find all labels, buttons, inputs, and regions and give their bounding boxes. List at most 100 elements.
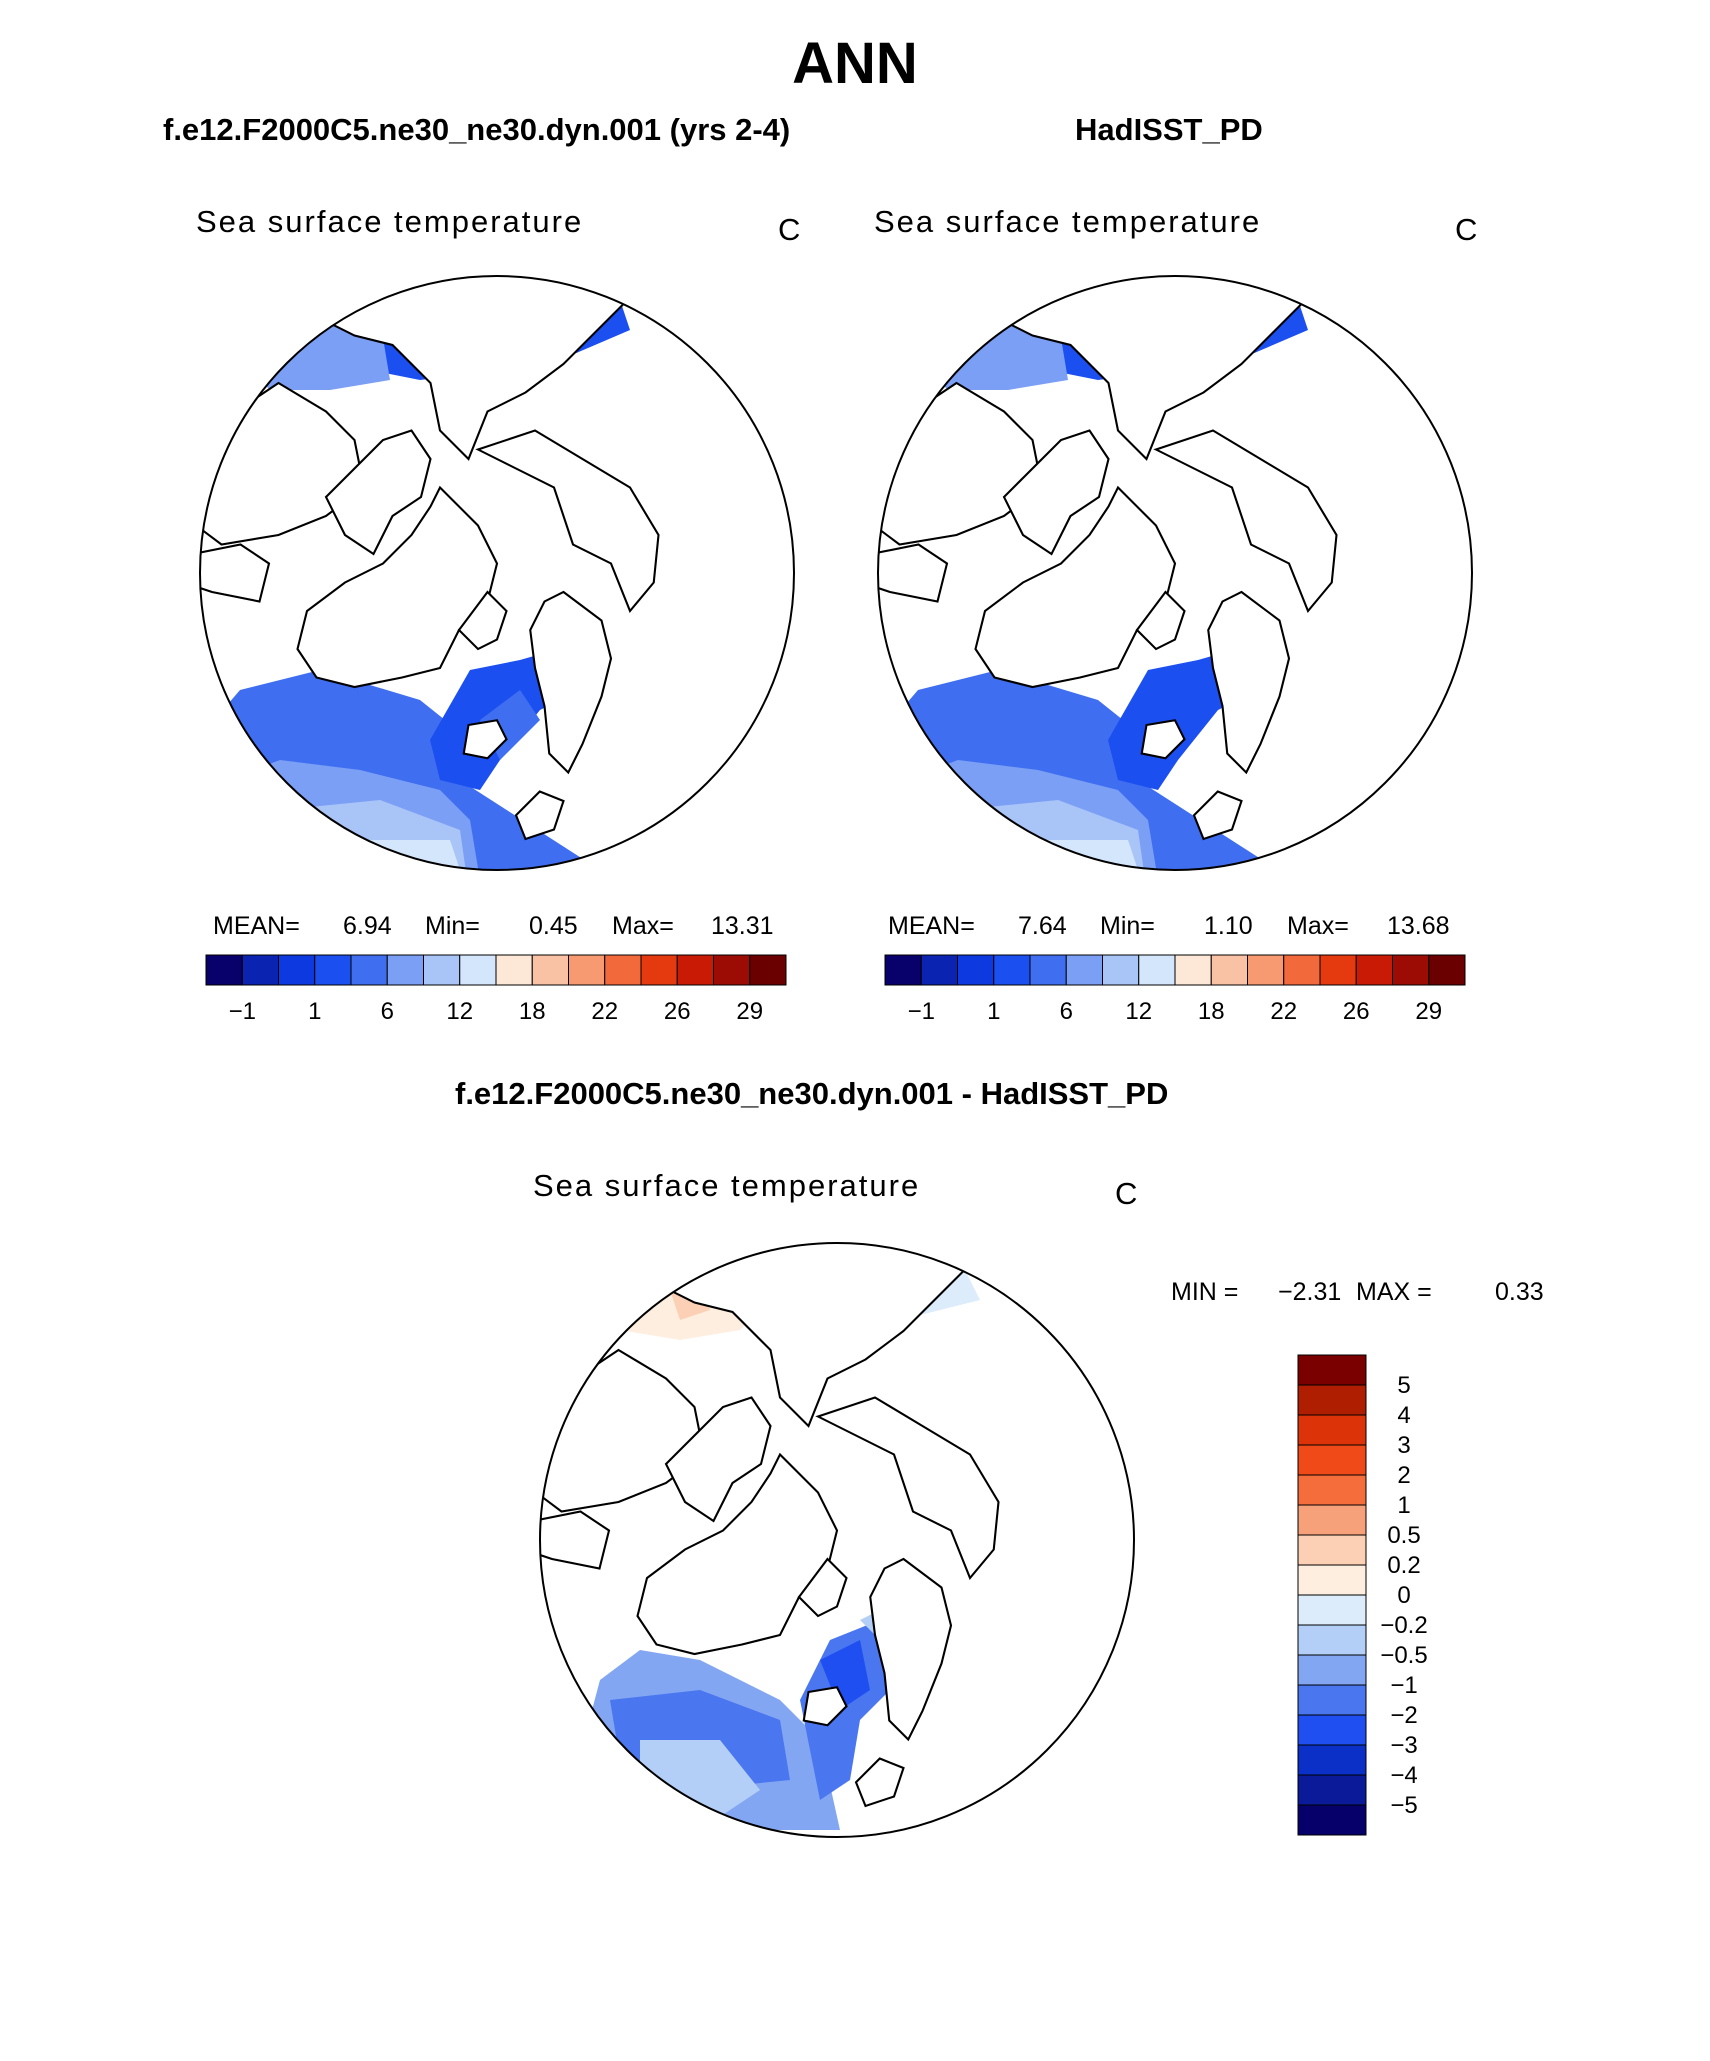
- model-mean-value: 6.94: [343, 912, 392, 940]
- model-colorbar-swatch: [713, 954, 751, 986]
- model-colorbar-tick-label: 12: [446, 998, 473, 1025]
- diff-colorbar-tick-label: −5: [1390, 1792, 1417, 1819]
- model-colorbar-swatch: [278, 954, 316, 986]
- diff-colorbar-tick-label: −1: [1390, 1672, 1417, 1699]
- obs-colorbar-swatch: [1283, 954, 1321, 986]
- model-colorbar-swatch: [568, 954, 606, 986]
- obs-colorbar-swatch: [957, 954, 995, 986]
- diff-colorbar-swatch: [1297, 1774, 1367, 1806]
- diff-min-value: −2.31: [1278, 1278, 1342, 1306]
- obs-colorbar-swatch: [1138, 954, 1176, 986]
- obs-colorbar-swatch: [1319, 954, 1357, 986]
- model-mean-label: MEAN=: [213, 912, 300, 940]
- diff-colorbar-swatch: [1297, 1354, 1367, 1386]
- diff-colorbar-tick-label: 3: [1397, 1432, 1410, 1459]
- model-colorbar-swatch: [749, 954, 787, 986]
- model-colorbar-swatch: [241, 954, 279, 986]
- diff-colorbar-tick-label: −0.5: [1380, 1642, 1427, 1669]
- diff-colorbar-tick-label: −4: [1390, 1762, 1417, 1789]
- obs-colorbar-tick-label: −1: [908, 998, 935, 1025]
- obs-max-label: Max=: [1287, 912, 1349, 940]
- obs-colorbar-swatch: [1247, 954, 1285, 986]
- diff-colorbar-tick-label: 0: [1397, 1582, 1410, 1609]
- model-colorbar-swatch: [495, 954, 533, 986]
- model-colorbar-tick-label: 1: [308, 998, 321, 1025]
- diff-colorbar-tick-label: 0.5: [1387, 1522, 1420, 1549]
- diff-colorbar-swatch: [1297, 1594, 1367, 1626]
- diff-colorbar-swatch: [1297, 1384, 1367, 1416]
- difference-title: f.e12.F2000C5.ne30_ne30.dyn.001 - HadISS…: [455, 1076, 1169, 1111]
- model-case-title: f.e12.F2000C5.ne30_ne30.dyn.001 (yrs 2-4…: [163, 112, 791, 147]
- diff-colorbar-tick-label: −3: [1390, 1732, 1417, 1759]
- obs-colorbar-swatch: [1065, 954, 1103, 986]
- obs-colorbar: −1 1 6 12 18 22 26 29: [884, 954, 1466, 1025]
- obs-mean-value: 7.64: [1018, 912, 1067, 940]
- model-colorbar-swatch: [459, 954, 497, 986]
- obs-panel-label: Sea surface temperature: [874, 204, 1262, 239]
- model-colorbar-tick-label: 6: [381, 998, 394, 1025]
- diff-min-label: MIN =: [1171, 1278, 1239, 1306]
- figure-title: ANN: [792, 31, 918, 96]
- model-colorbar-tick-label: 26: [664, 998, 691, 1025]
- model-colorbar-swatch: [386, 954, 424, 986]
- obs-colorbar-tick-label: 6: [1060, 998, 1073, 1025]
- model-colorbar-swatch: [604, 954, 642, 986]
- diff-colorbar-swatch: [1297, 1474, 1367, 1506]
- obs-colorbar-swatch: [1102, 954, 1140, 986]
- obs-min-label: Min=: [1100, 912, 1155, 940]
- obs-max-value: 13.68: [1387, 912, 1450, 940]
- obs-colorbar-swatch: [1428, 954, 1466, 986]
- diff-colorbar-swatch: [1297, 1654, 1367, 1686]
- model-max-label: Max=: [612, 912, 674, 940]
- diff-units: C: [1115, 1176, 1140, 1211]
- obs-colorbar-tick-label: 26: [1343, 998, 1370, 1025]
- diff-colorbar-tick-label: 1: [1397, 1492, 1410, 1519]
- model-colorbar-tick-label: 29: [736, 998, 763, 1025]
- obs-colorbar-swatch: [993, 954, 1031, 986]
- obs-colorbar-tick-label: 18: [1198, 998, 1225, 1025]
- model-max-value: 13.31: [711, 912, 774, 940]
- diff-colorbar-swatch: [1297, 1414, 1367, 1446]
- diff-colorbar-swatch: [1297, 1804, 1367, 1836]
- diff-colorbar-tick-label: 4: [1397, 1402, 1410, 1429]
- obs-colorbar-swatch: [920, 954, 958, 986]
- model-colorbar-tick-label: 18: [519, 998, 546, 1025]
- diff-colorbar-swatch: [1297, 1744, 1367, 1776]
- model-colorbar-swatch: [676, 954, 714, 986]
- diff-max-value: 0.33: [1495, 1278, 1544, 1306]
- model-colorbar-swatch: [205, 954, 243, 986]
- obs-colorbar-swatch: [1392, 954, 1430, 986]
- diff-max-label: MAX =: [1356, 1278, 1432, 1306]
- obs-colorbar-swatch: [1355, 954, 1393, 986]
- diff-colorbar-tick-label: −2: [1390, 1702, 1417, 1729]
- diff-colorbar-swatch: [1297, 1564, 1367, 1596]
- diff-colorbar-tick-label: 5: [1397, 1372, 1410, 1399]
- obs-map: [877, 275, 1473, 871]
- model-units: C: [778, 212, 803, 247]
- model-map: [199, 275, 795, 871]
- model-colorbar: −1 1 6 12 18 22 26 29: [205, 954, 787, 1025]
- diff-colorbar-swatch: [1297, 1684, 1367, 1716]
- diff-colorbar-tick-label: 0.2: [1387, 1552, 1420, 1579]
- model-colorbar-swatch: [640, 954, 678, 986]
- obs-colorbar-tick-label: 12: [1125, 998, 1152, 1025]
- difference-map: [539, 1242, 1135, 1838]
- obs-colorbar-tick-label: 22: [1270, 998, 1297, 1025]
- diff-colorbar-swatch: [1297, 1624, 1367, 1656]
- obs-mean-label: MEAN=: [888, 912, 975, 940]
- model-colorbar-swatch: [350, 954, 388, 986]
- diff-colorbar-swatch: [1297, 1504, 1367, 1536]
- model-colorbar-tick-label: 22: [591, 998, 618, 1025]
- model-min-value: 0.45: [529, 912, 578, 940]
- model-min-label: Min=: [425, 912, 480, 940]
- obs-colorbar-swatch: [1174, 954, 1212, 986]
- obs-colorbar-swatch: [1210, 954, 1248, 986]
- obs-case-title: HadISST_PD: [1075, 112, 1263, 147]
- obs-colorbar-tick-label: 1: [987, 998, 1000, 1025]
- diff-colorbar-tick-label: −0.2: [1380, 1612, 1427, 1639]
- obs-colorbar-swatch: [884, 954, 922, 986]
- obs-colorbar-tick-label: 29: [1415, 998, 1442, 1025]
- diff-colorbar-swatch: [1297, 1534, 1367, 1566]
- model-colorbar-swatch: [314, 954, 352, 986]
